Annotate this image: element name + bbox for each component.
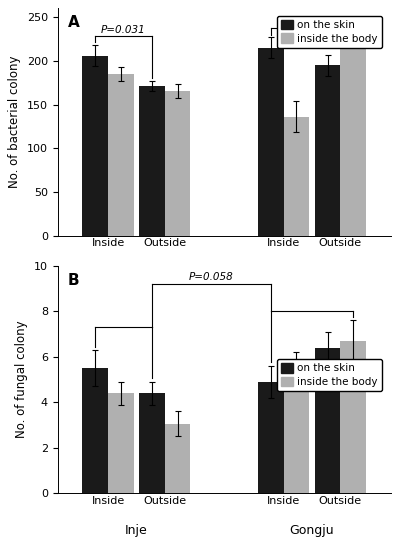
Bar xyxy=(165,90,190,236)
Legend: on the skin, inside the body: on the skin, inside the body xyxy=(277,359,382,391)
Text: Inje: Inje xyxy=(125,524,148,537)
Bar xyxy=(315,65,340,236)
Text: P=0.031: P=0.031 xyxy=(101,25,146,35)
Y-axis label: No. of bacterial colony: No. of bacterial colony xyxy=(8,56,21,189)
Bar xyxy=(108,74,134,236)
Bar xyxy=(258,382,284,493)
Bar xyxy=(108,393,134,493)
Bar xyxy=(315,347,340,493)
Legend: on the skin, inside the body: on the skin, inside the body xyxy=(277,16,382,48)
Bar xyxy=(284,117,309,236)
Bar xyxy=(340,341,366,493)
Y-axis label: No. of fungal colony: No. of fungal colony xyxy=(16,321,28,438)
Bar xyxy=(139,393,165,493)
Bar xyxy=(258,48,284,236)
Bar xyxy=(83,55,108,236)
Text: P=0.010: P=0.010 xyxy=(290,16,334,26)
Text: A: A xyxy=(68,15,79,30)
Bar xyxy=(284,366,309,493)
Text: Gongju: Gongju xyxy=(290,524,334,537)
Text: P=0.058: P=0.058 xyxy=(189,272,234,282)
Bar xyxy=(165,424,190,493)
Bar xyxy=(139,86,165,236)
Bar xyxy=(83,368,108,493)
Text: B: B xyxy=(68,273,79,288)
Bar xyxy=(340,42,366,236)
